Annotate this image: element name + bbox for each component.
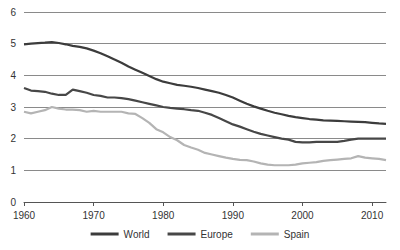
svg-text:1980: 1980 [152,210,175,221]
svg-text:2000: 2000 [291,210,314,221]
svg-text:Europe: Europe [201,229,234,240]
svg-text:1970: 1970 [82,210,105,221]
svg-text:1960: 1960 [13,210,36,221]
svg-text:1990: 1990 [222,210,245,221]
svg-text:World: World [124,229,150,240]
svg-text:5: 5 [10,38,16,49]
svg-text:6: 6 [10,7,16,18]
svg-text:3: 3 [10,102,16,113]
svg-text:4: 4 [10,70,16,81]
svg-text:Spain: Spain [284,229,310,240]
svg-text:1: 1 [10,165,16,176]
svg-text:0: 0 [10,197,16,208]
svg-text:2010: 2010 [361,210,384,221]
svg-text:2: 2 [10,133,16,144]
